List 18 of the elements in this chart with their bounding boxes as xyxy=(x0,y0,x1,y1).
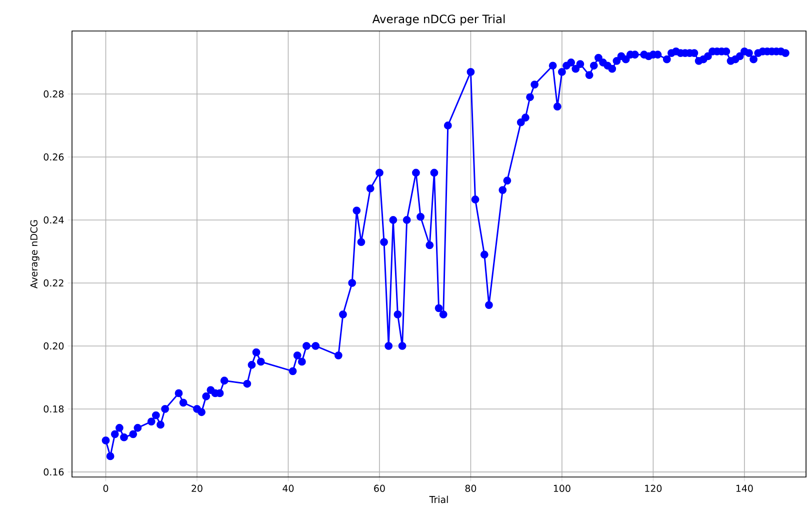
x-tick-label: 60 xyxy=(374,484,385,492)
x-tick-label: 140 xyxy=(736,484,753,492)
x-tick-label: 0 xyxy=(103,484,108,492)
y-tick-label: 0.26 xyxy=(44,153,64,161)
x-axis-title: Trial xyxy=(429,496,448,504)
y-tick-label: 0.16 xyxy=(44,468,64,476)
x-tick-label: 80 xyxy=(465,484,476,492)
x-tick-label: 20 xyxy=(192,484,202,492)
y-tick-label: 0.24 xyxy=(44,216,64,224)
y-tick-label: 0.20 xyxy=(44,342,64,350)
y-tick-label: 0.18 xyxy=(44,405,64,413)
y-tick-label: 0.22 xyxy=(44,279,64,287)
y-tick-label: 0.28 xyxy=(44,90,64,98)
chart-title: Average nDCG per Trial xyxy=(372,14,505,26)
x-tick-label: 100 xyxy=(554,484,570,492)
x-tick-label: 40 xyxy=(282,484,294,492)
y-axis-title: Average nDCG xyxy=(30,220,40,288)
x-tick-label: 120 xyxy=(645,484,662,492)
